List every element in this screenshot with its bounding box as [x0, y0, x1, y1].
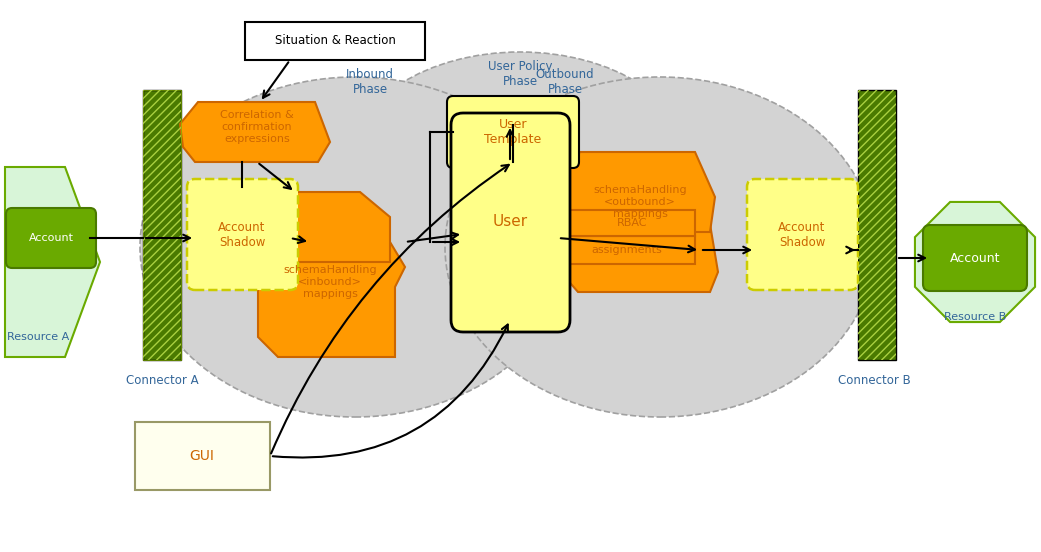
Text: assignments: assignments	[591, 245, 662, 255]
FancyBboxPatch shape	[923, 225, 1027, 291]
Polygon shape	[915, 202, 1035, 322]
Polygon shape	[560, 152, 715, 232]
FancyBboxPatch shape	[447, 96, 579, 168]
Text: RBAC: RBAC	[616, 218, 648, 228]
Text: Outbound
Phase: Outbound Phase	[536, 68, 594, 96]
Text: User Policy
Phase: User Policy Phase	[488, 60, 552, 88]
FancyBboxPatch shape	[6, 208, 96, 268]
Text: schemaHandling
<inbound>
mappings: schemaHandling <inbound> mappings	[283, 266, 377, 299]
FancyBboxPatch shape	[451, 113, 570, 332]
Ellipse shape	[445, 77, 875, 417]
Text: Resource A: Resource A	[7, 332, 69, 342]
Text: Resource B: Resource B	[944, 312, 1006, 322]
Bar	[245, 22, 425, 60]
Bar	[143, 90, 181, 360]
Bar	[570, 210, 695, 236]
Polygon shape	[5, 167, 100, 357]
Text: Connector A: Connector A	[126, 374, 199, 386]
FancyBboxPatch shape	[747, 179, 858, 290]
Text: Situation & Reaction: Situation & Reaction	[275, 34, 396, 47]
Polygon shape	[258, 242, 405, 357]
Text: Correlation &
confirmation
expressions: Correlation & confirmation expressions	[220, 110, 294, 144]
Bar	[143, 90, 181, 360]
Text: Inbound
Phase: Inbound Phase	[346, 68, 393, 96]
Bar	[560, 236, 695, 264]
Text: Account
Shadow: Account Shadow	[779, 221, 826, 249]
Text: Account: Account	[949, 252, 1000, 264]
Bar	[135, 422, 270, 490]
Bar	[858, 90, 896, 360]
FancyArrowPatch shape	[271, 165, 509, 453]
Text: Account
Shadow: Account Shadow	[219, 221, 265, 249]
Bar	[858, 90, 896, 360]
Polygon shape	[180, 102, 330, 162]
FancyArrowPatch shape	[273, 325, 508, 458]
Text: Account: Account	[28, 233, 74, 243]
FancyBboxPatch shape	[187, 179, 298, 290]
Text: User
Template: User Template	[484, 118, 541, 146]
Text: GUI: GUI	[189, 449, 214, 463]
Polygon shape	[255, 192, 390, 262]
Text: User: User	[492, 215, 528, 230]
Ellipse shape	[139, 77, 570, 417]
Text: schemaHandling
<outbound>
mappings: schemaHandling <outbound> mappings	[593, 185, 687, 219]
Bar	[143, 90, 181, 360]
Polygon shape	[565, 212, 718, 292]
Ellipse shape	[350, 52, 690, 272]
Text: Connector B: Connector B	[838, 374, 911, 386]
